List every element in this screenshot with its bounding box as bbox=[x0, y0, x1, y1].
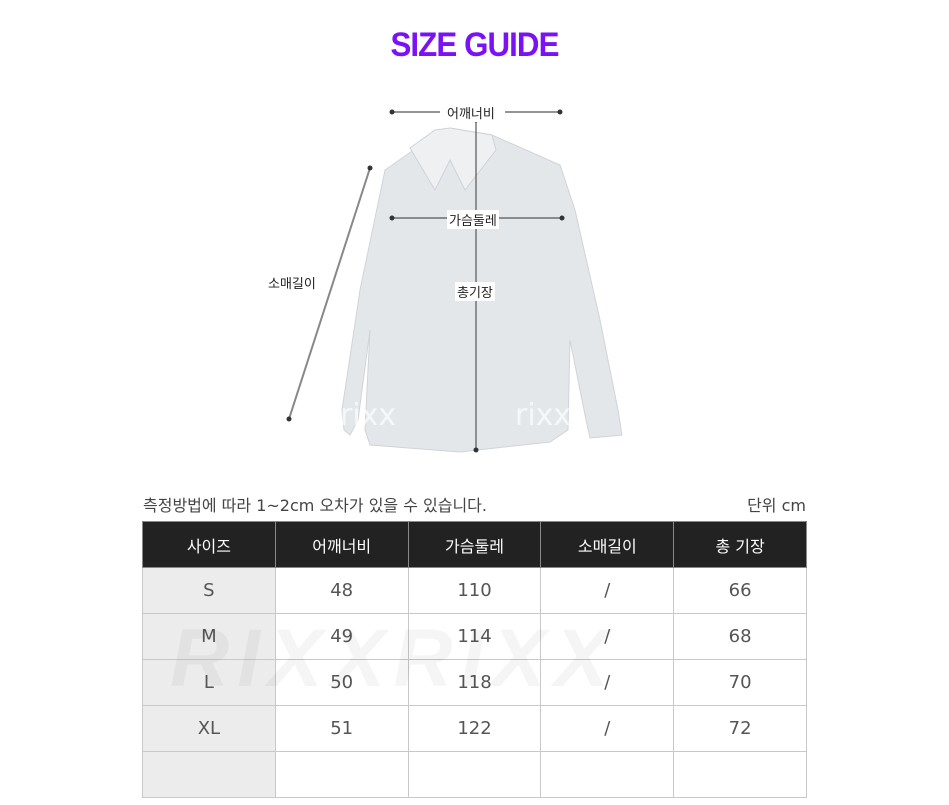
header-size: 사이즈 bbox=[142, 521, 276, 568]
table-cell: 114 bbox=[407, 613, 542, 660]
table-cell: 70 bbox=[673, 659, 807, 706]
table-cell bbox=[673, 751, 807, 798]
table-cell: 122 bbox=[407, 705, 542, 752]
table-cell: M bbox=[142, 613, 276, 660]
table-row: L 50 118/70 bbox=[142, 659, 807, 706]
table-cell: XL bbox=[142, 705, 276, 752]
table-cell: 118 bbox=[407, 659, 542, 706]
table-row: M 49 114/68 bbox=[142, 613, 807, 660]
table-cell: 66 bbox=[673, 567, 807, 614]
measurement-note: 측정방법에 따라 1~2cm 오차가 있을 수 있습니다. bbox=[143, 496, 487, 515]
unit-label: 단위 cm bbox=[747, 496, 806, 515]
header-shoulder: 어깨너비 bbox=[274, 521, 409, 568]
watermark-right: rixx bbox=[515, 398, 571, 433]
header-chest: 가슴둘레 bbox=[407, 521, 542, 568]
table-cell: / bbox=[540, 659, 675, 706]
label-shoulder: 어깨너비 bbox=[445, 103, 497, 122]
table-cell: 48 bbox=[274, 567, 409, 614]
header-sleeve: 소매길이 bbox=[540, 521, 675, 568]
table-cell: 50 bbox=[274, 659, 409, 706]
table-cell: 49 bbox=[274, 613, 409, 660]
table-cell: 72 bbox=[673, 705, 807, 752]
label-length: 총기장 bbox=[455, 282, 495, 301]
table-cell: S bbox=[142, 567, 276, 614]
table-cell: / bbox=[540, 613, 675, 660]
table-cell bbox=[274, 751, 409, 798]
page-title: SIZE GUIDE bbox=[390, 26, 559, 64]
watermark-left: rixx bbox=[340, 398, 396, 433]
table-header-row: 사이즈 어깨너비 가슴둘레 소매길이 총 기장 bbox=[142, 521, 807, 568]
table-row: S 48 110/66 bbox=[142, 567, 807, 614]
label-sleeve: 소매길이 bbox=[266, 273, 318, 292]
table-cell: L bbox=[142, 659, 276, 706]
table-cell bbox=[540, 751, 675, 798]
table-row bbox=[142, 751, 807, 798]
table-cell: 51 bbox=[274, 705, 409, 752]
table-cell: 110 bbox=[407, 567, 542, 614]
table-cell: 68 bbox=[673, 613, 807, 660]
header-length: 총 기장 bbox=[673, 521, 807, 568]
size-table: 사이즈 어깨너비 가슴둘레 소매길이 총 기장 S 48 110/66 M 49 114/… bbox=[142, 521, 807, 798]
table-cell: / bbox=[540, 705, 675, 752]
table-cell bbox=[407, 751, 542, 798]
table-cell: / bbox=[540, 567, 675, 614]
label-chest: 가슴둘레 bbox=[447, 210, 499, 229]
table-cell bbox=[142, 751, 276, 798]
table-row: XL 51 122/72 bbox=[142, 705, 807, 752]
